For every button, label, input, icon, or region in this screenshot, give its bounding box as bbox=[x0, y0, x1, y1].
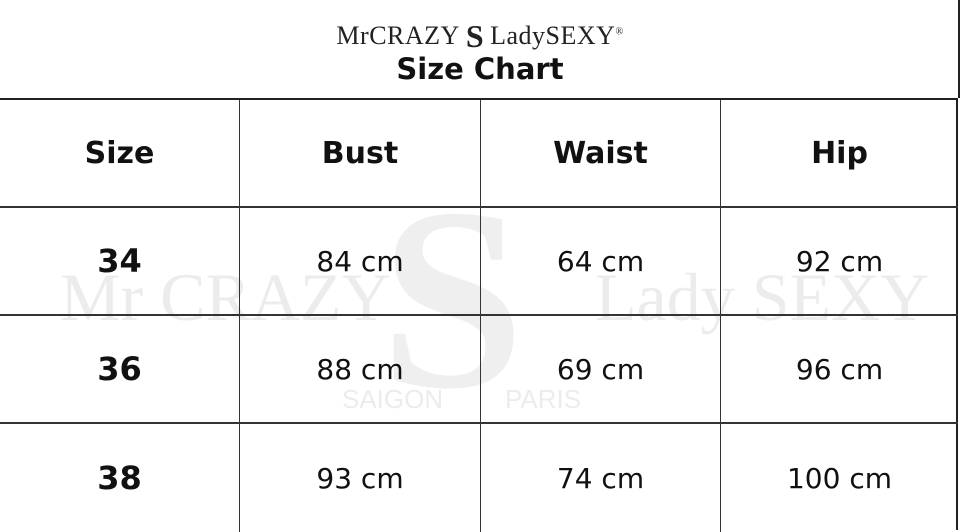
header: MrCRAZY S LadySEXY® Size Chart bbox=[0, 0, 960, 98]
brand-logo: MrCRAZY S LadySEXY® bbox=[0, 18, 960, 55]
size-cell: 34 bbox=[97, 242, 142, 280]
waist-cell: 64 cm bbox=[480, 208, 720, 314]
table-row: 38 93 cm 74 cm 100 cm bbox=[0, 424, 958, 532]
hip-cell: 96 cm bbox=[720, 316, 958, 422]
header-size: Size bbox=[84, 135, 155, 171]
header-waist: Waist bbox=[480, 100, 720, 206]
size-table: Size Bust Waist Hip 34 84 cm 64 cm 92 cm… bbox=[0, 98, 958, 532]
bust-cell: 88 cm bbox=[239, 316, 480, 422]
size-cell: 38 bbox=[97, 459, 142, 497]
hip-cell: 92 cm bbox=[720, 208, 958, 314]
brand-mark: S bbox=[465, 18, 485, 54]
brand-left: MrCRAZY bbox=[336, 21, 460, 50]
page-title: Size Chart bbox=[396, 52, 564, 86]
waist-cell: 74 cm bbox=[480, 424, 720, 532]
bust-cell: 84 cm bbox=[239, 208, 480, 314]
header-hip: Hip bbox=[720, 100, 958, 206]
bust-cell: 93 cm bbox=[239, 424, 480, 532]
table-header-row: Size Bust Waist Hip bbox=[0, 100, 958, 208]
table-row: 36 88 cm 69 cm 96 cm bbox=[0, 316, 958, 424]
brand-right: LadySEXY bbox=[490, 21, 616, 50]
size-cell: 36 bbox=[97, 350, 142, 388]
waist-cell: 69 cm bbox=[480, 316, 720, 422]
hip-cell: 100 cm bbox=[720, 424, 958, 532]
table-row: 34 84 cm 64 cm 92 cm bbox=[0, 208, 958, 316]
header-bust: Bust bbox=[239, 100, 480, 206]
registered-mark: ® bbox=[615, 26, 624, 38]
